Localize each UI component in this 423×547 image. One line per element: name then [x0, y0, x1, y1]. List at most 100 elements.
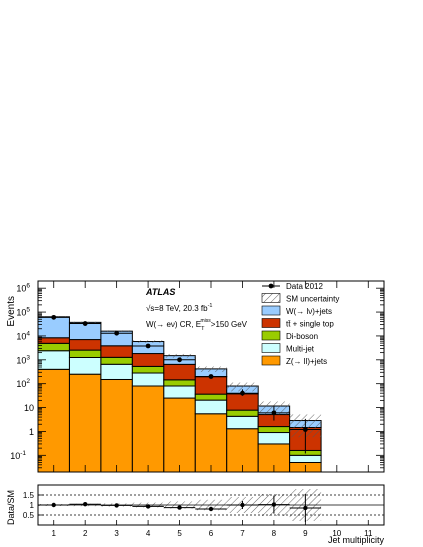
bar-z-ll-jets-bin-3 — [100, 378, 133, 473]
bar-tt-single-top-bin-2 — [68, 339, 102, 351]
bar-tt-single-top-bin-1 — [37, 337, 70, 344]
uncertainty-bin-5 — [163, 353, 196, 358]
ratio-point-bin-7 — [240, 502, 245, 508]
x-tick-label: 1 — [52, 529, 57, 538]
x-tick-label: 6 — [209, 529, 214, 538]
y-tick-label: 10-1 — [10, 450, 26, 461]
y-tick-label: 105 — [16, 307, 30, 318]
energy-label: √s=8 TeV, 20.3 fb-1 — [146, 303, 212, 313]
y-tick-label: 104 — [16, 330, 30, 341]
bar-multi-jet-bin-2 — [68, 356, 102, 375]
bar-z-ll-jets-bin-1 — [37, 368, 70, 473]
x-tick-label: 7 — [240, 529, 245, 538]
x-tick-label: 9 — [303, 529, 308, 538]
ratio-point-bin-9 — [303, 505, 308, 511]
uncertainty-bin-6 — [195, 366, 227, 373]
ratio-point-bin-1 — [51, 502, 56, 508]
legend-label: tt̄ + single top — [286, 320, 334, 329]
bar-multi-jet-bin-6 — [194, 399, 228, 415]
ratio-point-bin-8 — [271, 502, 277, 507]
legend-data-label: Data 2012 — [286, 282, 323, 291]
atlas-label: ATLAS — [145, 287, 175, 297]
ratio-points — [38, 494, 322, 522]
bar-tt-single-top-bin-4 — [131, 353, 165, 367]
bar-multi-jet-bin-9 — [289, 454, 322, 463]
data-point-bin-7 — [240, 390, 245, 396]
bar-tt-single-top-bin-3 — [100, 345, 133, 358]
data-point-bin-5 — [177, 357, 182, 363]
x-tick-label: 8 — [272, 529, 277, 538]
bar-z-ll-jets-bin-6 — [194, 413, 228, 473]
x-tick-label: 4 — [146, 529, 151, 538]
bar-di-boson-bin-5 — [163, 379, 196, 387]
data-points — [38, 314, 322, 454]
ratio-x-axis: 1 2 3 4 5 6 7 8 9 10 11 — [52, 520, 373, 538]
legend-swatch — [261, 355, 281, 366]
y-tick-label: 10 — [24, 403, 34, 413]
data-point-bin-8 — [271, 410, 277, 416]
bar-tt-single-top-bin-5 — [163, 363, 196, 381]
bar-multi-jet-bin-8 — [257, 432, 291, 445]
ratio-point-bin-4 — [145, 504, 151, 509]
bar-tt-single-top-bin-6 — [194, 376, 228, 395]
data-point-bin-1 — [51, 314, 57, 320]
bar-tt-single-top-bin-7 — [226, 393, 259, 411]
data-point-bin-3 — [114, 330, 120, 336]
bar-multi-jet-bin-5 — [163, 385, 196, 399]
bar-di-boson-bin-7 — [226, 409, 259, 417]
bar-di-boson-bin-3 — [100, 356, 133, 365]
bar-di-boson-bin-8 — [257, 426, 291, 434]
main-y-axis-label: Events — [6, 296, 17, 327]
y-tick-label: 1 — [29, 427, 34, 437]
ratio-panel: 1.510.5 1 2 3 4 5 6 7 8 9 10 11 Data/SM Jet multip… — [6, 484, 385, 545]
stacked-histogram — [37, 316, 322, 473]
x-axis-label: Jet multiplicity — [328, 535, 385, 545]
legend-uncertainty-label: SM uncertainty — [286, 295, 339, 304]
data-point-bin-4 — [145, 343, 151, 349]
legend-swatch — [261, 305, 281, 316]
ratio-point-bin-2 — [82, 502, 88, 507]
bar-di-boson-bin-2 — [68, 349, 102, 358]
ratio-y-tick-label: 0.5 — [23, 511, 35, 520]
legend-label: W(→ lν)+jets — [286, 307, 332, 316]
legend: Data 2012 SM uncertainty W(→ lν)+jets tt̄ +… — [261, 282, 339, 366]
bar-w-l-jets-bin-1 — [37, 316, 70, 339]
y-tick-label: 103 — [16, 354, 30, 365]
main-x-ticks — [53, 281, 369, 472]
bar-multi-jet-bin-3 — [100, 363, 133, 380]
ratio-y-axis-label: Data/SM — [6, 490, 16, 525]
uncertainty-bin-4 — [132, 340, 164, 343]
ratio-point-bin-5 — [177, 505, 182, 510]
legend-label: Multi-jet — [286, 345, 315, 354]
x-tick-label: 5 — [177, 529, 182, 538]
bar-z-ll-jets-bin-5 — [163, 397, 196, 473]
x-tick-label: 11 — [364, 529, 373, 538]
legend-label: Di-boson — [286, 332, 318, 341]
bar-multi-jet-bin-7 — [226, 415, 259, 430]
ratio-y-tick-label: 1 — [30, 501, 35, 510]
bar-di-boson-bin-4 — [131, 365, 165, 374]
y-tick-label: 106 — [16, 283, 30, 294]
legend-label: Z(→ ll)+jets — [286, 357, 327, 366]
uncertainty-bin-7 — [226, 382, 259, 392]
data-point-bin-2 — [82, 321, 88, 326]
legend-data-marker — [268, 283, 274, 289]
ratio-reference-lines — [38, 494, 384, 516]
region-label: W(→ eν) CR, ETmiss>150 GeV — [146, 318, 248, 332]
x-tick-label: 3 — [114, 529, 119, 538]
ratio-point-bin-3 — [114, 503, 119, 508]
legend-swatch — [261, 318, 281, 328]
ratio-y-axis: 1.510.5 — [23, 491, 44, 520]
data-point-bin-6 — [208, 374, 214, 379]
legend-uncertainty-swatch — [261, 293, 281, 303]
bar-z-ll-jets-bin-4 — [131, 385, 165, 473]
legend-swatch — [261, 330, 281, 341]
y-tick-label: 102 — [16, 378, 30, 389]
legend-swatch — [261, 343, 281, 353]
data-point-bin-9 — [302, 427, 308, 432]
bar-z-ll-jets-bin-2 — [68, 373, 102, 473]
bar-multi-jet-bin-4 — [131, 372, 165, 387]
